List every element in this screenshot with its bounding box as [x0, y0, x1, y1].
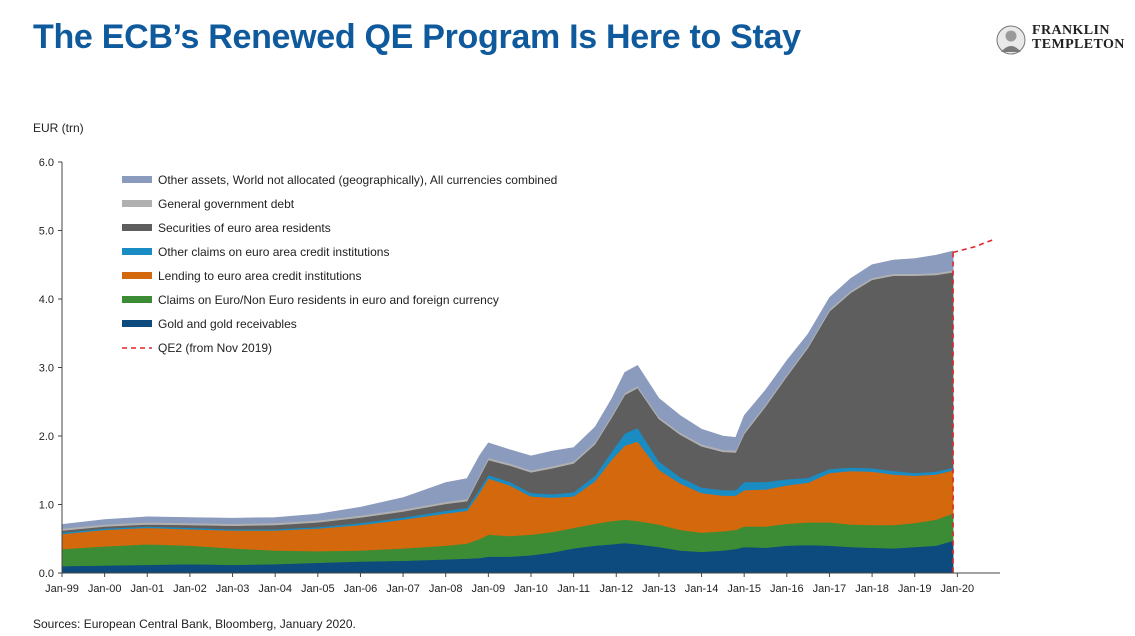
logo-line-templeton: TEMPLETON	[1032, 37, 1125, 52]
x-tick-label: Jan-03	[216, 583, 250, 595]
area-series-7	[61, 250, 954, 529]
x-tick-label: Jan-99	[45, 583, 79, 595]
y-axis-label: EUR (trn)	[33, 121, 84, 135]
x-tick-label: Jan-04	[258, 583, 292, 595]
y-tick-label: 4.0	[39, 294, 54, 306]
legend-swatch	[122, 224, 152, 231]
x-tick-label: Jan-10	[514, 583, 548, 595]
logo-text: FRANKLIN TEMPLETON	[1032, 24, 1125, 52]
y-tick-label: 6.0	[39, 157, 54, 169]
legend-swatch	[122, 176, 152, 183]
x-tick-label: Jan-05	[301, 583, 335, 595]
legend-label: Securities of euro area residents	[158, 221, 331, 235]
x-tick-label: Jan-06	[344, 583, 378, 595]
franklin-portrait-seal-icon	[996, 25, 1026, 55]
x-tick-label: Jan-02	[173, 583, 207, 595]
legend-swatch	[122, 248, 152, 255]
franklin-templeton-logo: FRANKLIN TEMPLETON	[994, 24, 1134, 58]
y-tick-label: 1.0	[39, 500, 54, 512]
y-tick-label: 0.0	[39, 568, 54, 580]
x-tick-label: Jan-11	[557, 583, 590, 595]
legend-label: Other assets, World not allocated (geogr…	[158, 173, 557, 187]
x-tick-label: Jan-00	[88, 583, 122, 595]
x-tick-label: Jan-14	[685, 583, 719, 595]
legend-label: Gold and gold receivables	[158, 317, 297, 331]
x-tick-label: Jan-15	[727, 583, 761, 595]
legend-label: QE2 (from Nov 2019)	[158, 341, 272, 355]
source-note: Sources: European Central Bank, Bloomber…	[33, 617, 356, 631]
projection-line	[952, 237, 996, 254]
axes: EUR (trn) 0.0 1.0 2.0 3.0 4.0 5.0 6.0 Jan-99 Jan-…	[33, 121, 1000, 595]
series-areas	[61, 237, 996, 574]
legend-label: Other claims on euro area credit institu…	[158, 245, 389, 259]
x-tick-label: Jan-01	[130, 583, 164, 595]
logo-line-franklin: FRANKLIN	[1032, 23, 1110, 38]
legend-swatch	[122, 320, 152, 327]
legend-swatch	[122, 200, 152, 207]
legend-label: General government debt	[158, 197, 295, 211]
x-tick-label: Jan-20	[941, 583, 975, 595]
legend-label: Lending to euro area credit institutions	[158, 269, 361, 283]
y-tick-label: 3.0	[39, 363, 54, 375]
legend: Other assets, World not allocated (geogr…	[122, 173, 557, 355]
x-tick-label: Jan-12	[599, 583, 633, 595]
legend-label: Claims on Euro/Non Euro residents in eur…	[158, 293, 499, 307]
y-tick-label: 5.0	[39, 226, 54, 238]
legend-swatch	[122, 296, 152, 303]
legend-swatch	[122, 272, 152, 279]
x-tick-label: Jan-16	[770, 583, 804, 595]
x-tick-label: Jan-17	[813, 583, 847, 595]
x-tick-label: Jan-13	[642, 583, 676, 595]
y-tick-label: 2.0	[39, 431, 54, 443]
x-tick-label: Jan-09	[472, 583, 506, 595]
x-tick-label: Jan-18	[855, 583, 889, 595]
page-title: The ECB’s Renewed QE Program Is Here to …	[33, 18, 801, 56]
x-tick-label: Jan-08	[429, 583, 463, 595]
x-tick-label: Jan-07	[386, 583, 420, 595]
x-tick-label: Jan-19	[898, 583, 932, 595]
